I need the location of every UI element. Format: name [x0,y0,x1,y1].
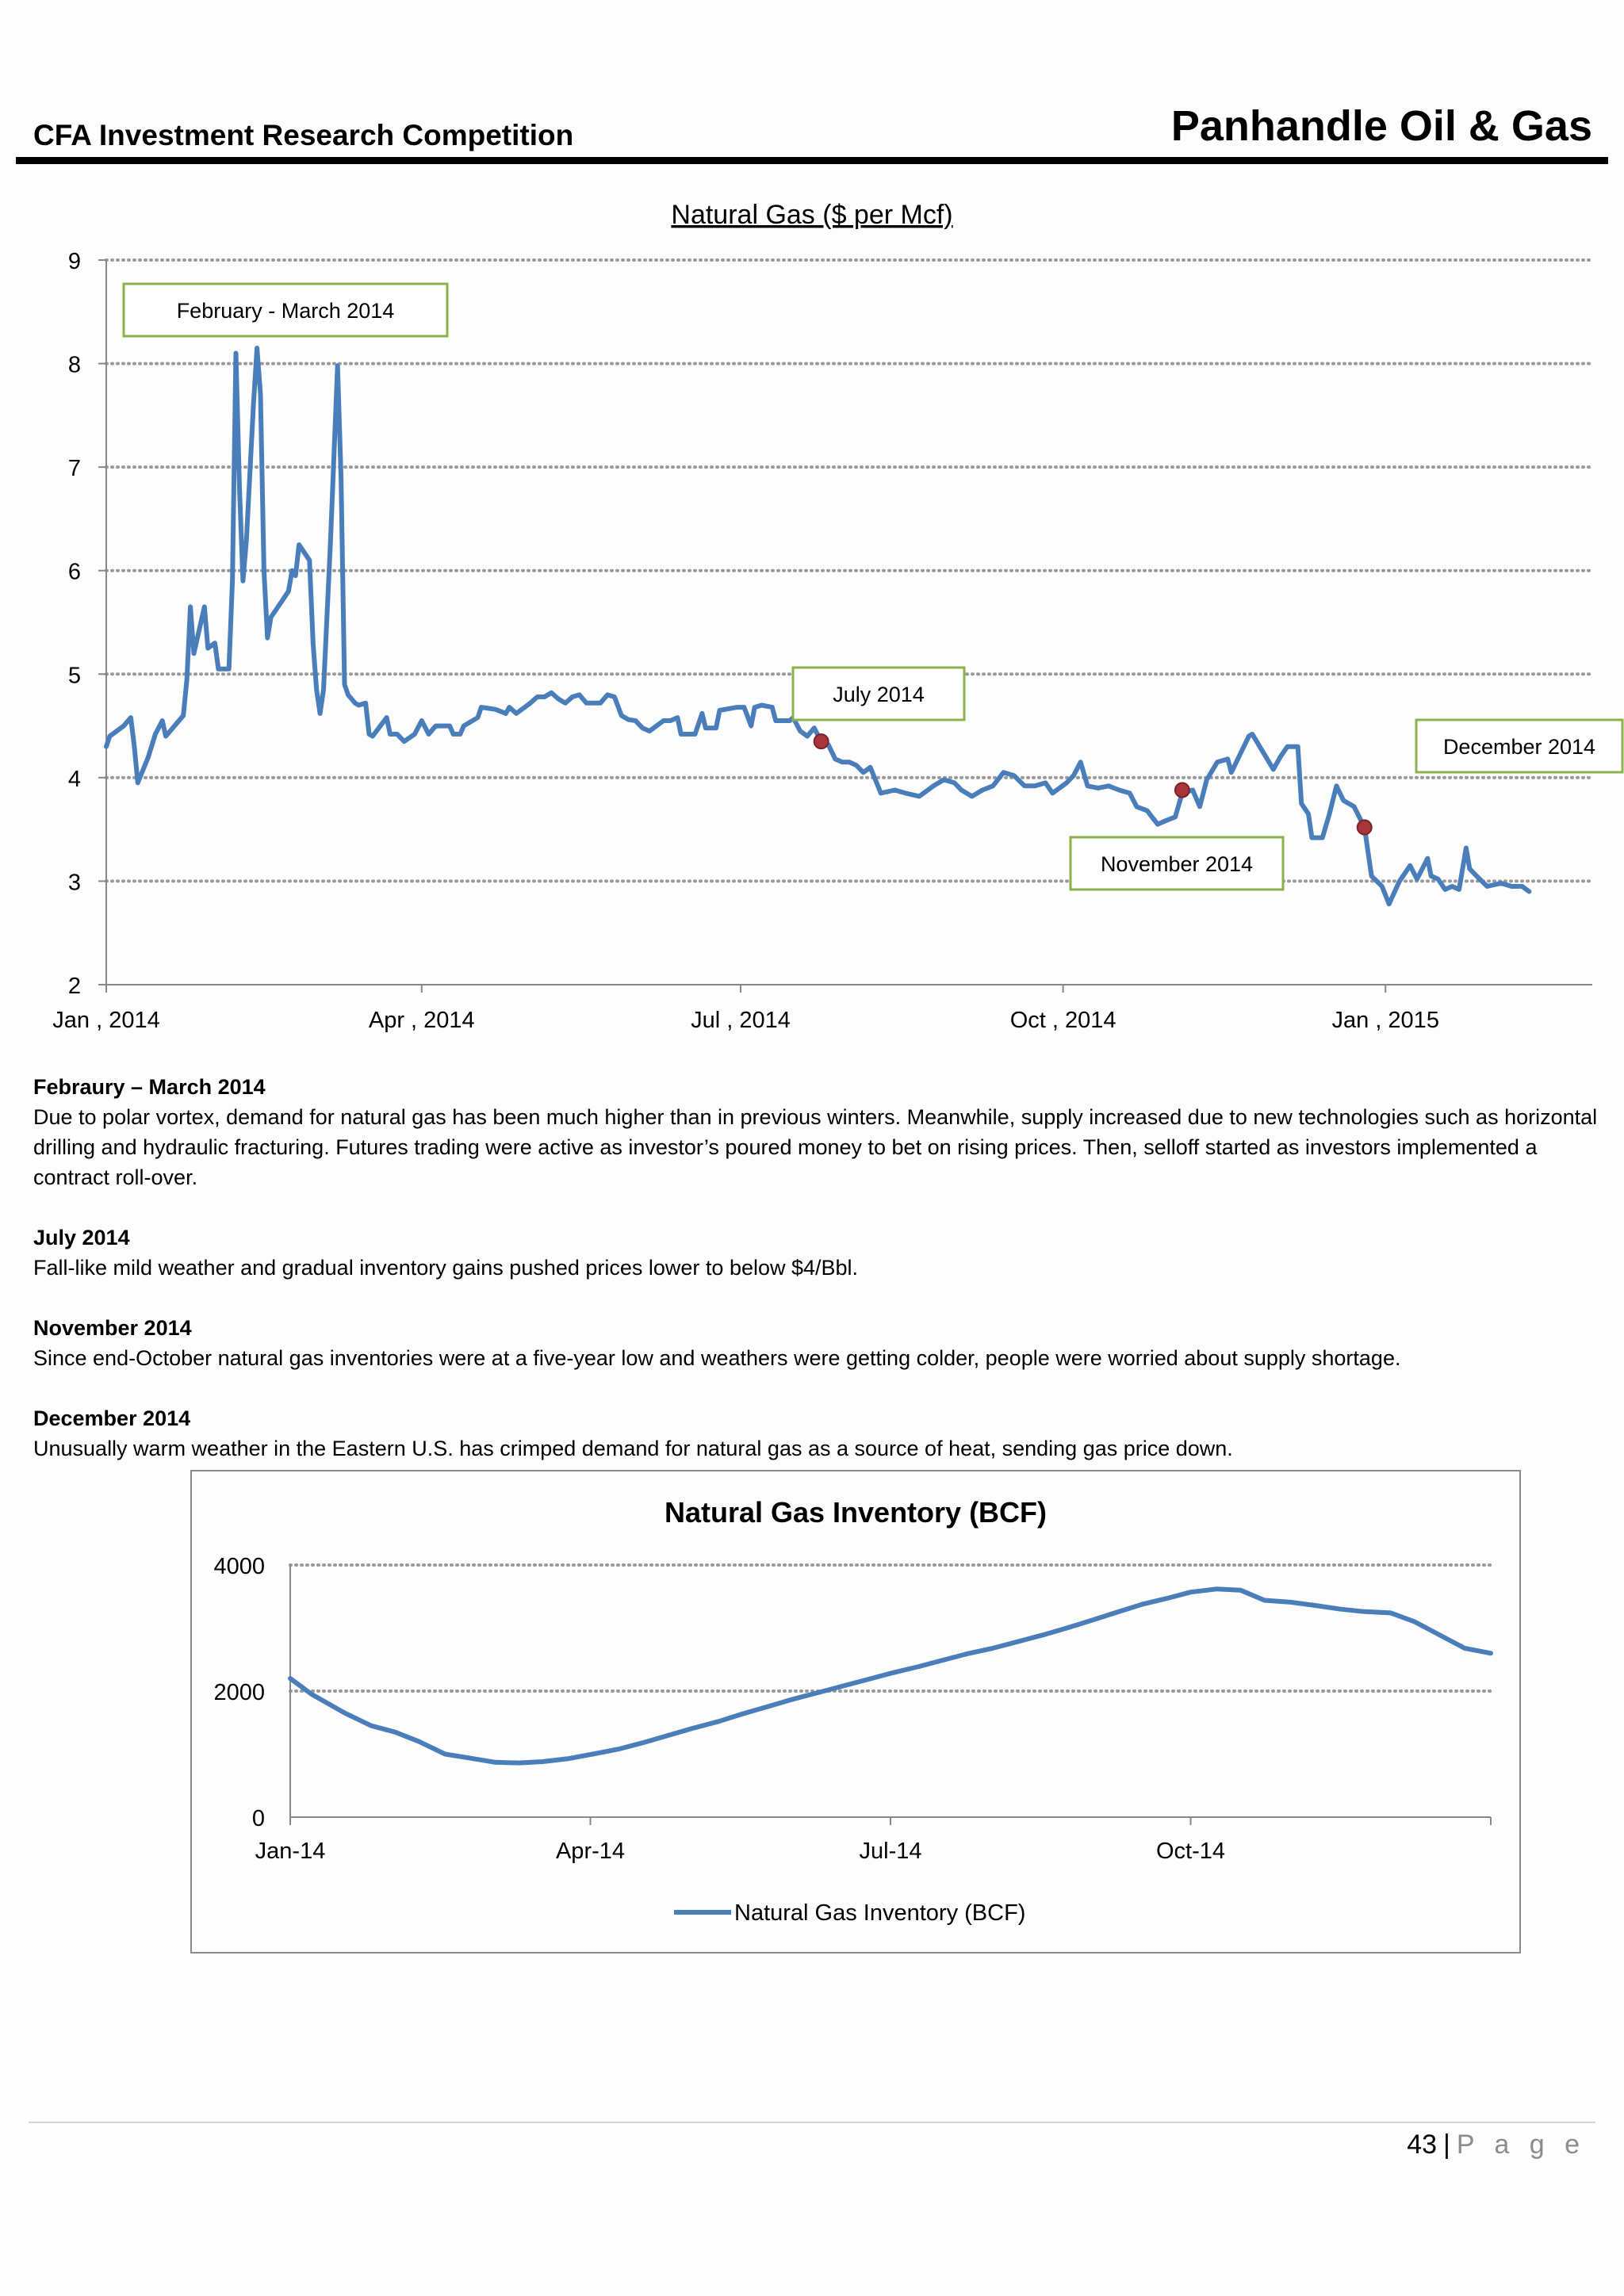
annotation-label: July 2014 [833,683,925,706]
note-body: Fall-like mild weather and gradual inven… [33,1256,859,1280]
note-heading: December 2014 [33,1406,191,1430]
annotation-dec: December 2014 [1415,718,1624,774]
inventory-x-tick-label: Jan-14 [255,1839,326,1864]
annotation-label: December 2014 [1443,735,1595,759]
inventory-y-tick-label: 2000 [213,1680,265,1705]
price-annotations: February - March 2014 July 2014 November 2… [122,282,1624,891]
inventory-chart-title: Natural Gas Inventory (BCF) [665,1496,1047,1529]
inventory-chart-frame: Natural Gas Inventory (BCF) 0 2000 4000 Ja… [190,1470,1521,1954]
price-event-marker [813,733,829,750]
page-number: 43 [1407,2130,1438,2160]
page-separator: | [1443,2130,1450,2160]
inventory-x-tick-labels: Jan-14 Apr-14 Jul-14 Oct-14 [255,1839,1225,1864]
price-y-tick-label: 6 [68,560,81,585]
legend-label: Natural Gas Inventory (BCF) [734,1900,1025,1926]
inventory-x-tick-label: Apr-14 [556,1839,625,1864]
annotation-box [791,666,966,721]
annotation-feb-mar: February - March 2014 [122,282,449,338]
price-x-tick-label: Apr , 2014 [369,1008,475,1033]
price-y-tick-label: 2 [68,974,81,999]
inventory-series [288,1586,1493,1766]
inventory-x-tick-label: Jul-14 [860,1839,922,1864]
price-chart-title: Natural Gas ($ per Mcf) [671,200,952,230]
footer-rule [29,2122,1595,2123]
note-december: December 2014 Unusually warm weather in … [33,1403,1603,1464]
price-y-tick-label: 5 [68,663,81,688]
page-footer: 43 | P a g e [1407,2130,1586,2160]
inventory-y-tick-label: 0 [252,1806,265,1831]
note-heading: Febraury – March 2014 [33,1075,266,1099]
price-x-tick-labels: Jan , 2014 Apr , 2014 Jul , 2014 Oct , 2014… [52,1008,1439,1033]
price-y-tick-label: 3 [68,870,81,895]
note-heading: July 2014 [33,1226,130,1249]
price-markers [813,733,1373,836]
annotation-jul: July 2014 [791,666,966,721]
page-label: P a g e [1456,2130,1586,2160]
natural-gas-price-chart: 2 3 4 5 6 7 8 9 Jan , 2014 Apr , 2014 Jul , 2014 O… [52,200,1624,1033]
inventory-axes [289,1565,1492,1825]
inventory-series-line [288,1586,1493,1766]
annotation-label: February - March 2014 [177,299,395,323]
annotation-label: November 2014 [1101,852,1253,876]
competition-title: CFA Investment Research Competition [33,119,574,151]
price-series-line [104,346,1532,907]
annotation-box [1415,718,1624,774]
price-x-tick-label: Jan , 2015 [1332,1008,1439,1033]
price-event-marker [1356,819,1373,836]
note-body: Due to polar vortex, demand for natural … [33,1105,1598,1189]
inventory-legend: Natural Gas Inventory (BCF) [674,1900,1025,1926]
note-body: Since end-October natural gas inventorie… [33,1346,1401,1370]
header-rule [16,157,1608,164]
price-series [104,346,1532,907]
note-november: November 2014 Since end-October natural … [33,1313,1603,1373]
price-event-marker [1174,782,1190,798]
price-y-tick-label: 9 [68,249,81,274]
price-x-tick-label: Jan , 2014 [52,1008,159,1033]
price-y-tick-labels: 2 3 4 5 6 7 8 9 [68,249,81,999]
inventory-gridlines [289,1563,1492,1693]
company-title: Panhandle Oil & Gas [1170,102,1592,150]
inventory-y-tick-label: 4000 [213,1554,265,1579]
natural-gas-inventory-chart: Natural Gas Inventory (BCF) 0 2000 4000 Ja… [213,1496,1493,1926]
annotation-nov: November 2014 [1069,836,1285,891]
price-y-tick-label: 4 [68,767,81,792]
price-y-tick-label: 8 [68,353,81,378]
annotation-box [122,282,449,338]
notes-section: Febraury – March 2014 Due to polar vorte… [33,1072,1603,1494]
annotation-box [1069,836,1285,891]
inventory-x-tick-label: Oct-14 [1156,1839,1225,1864]
price-axes [98,259,1592,993]
price-y-tick-label: 7 [68,456,81,481]
note-july: July 2014 Fall-like mild weather and gra… [33,1223,1603,1283]
price-gridlines [105,258,1594,883]
price-x-tick-label: Jul , 2014 [691,1008,791,1033]
note-body: Unusually warm weather in the Eastern U.… [33,1437,1233,1460]
note-heading: November 2014 [33,1316,192,1340]
note-feb-mar: Febraury – March 2014 Due to polar vorte… [33,1072,1603,1192]
inventory-y-tick-labels: 0 2000 4000 [213,1554,265,1831]
price-x-tick-label: Oct , 2014 [1010,1008,1116,1033]
